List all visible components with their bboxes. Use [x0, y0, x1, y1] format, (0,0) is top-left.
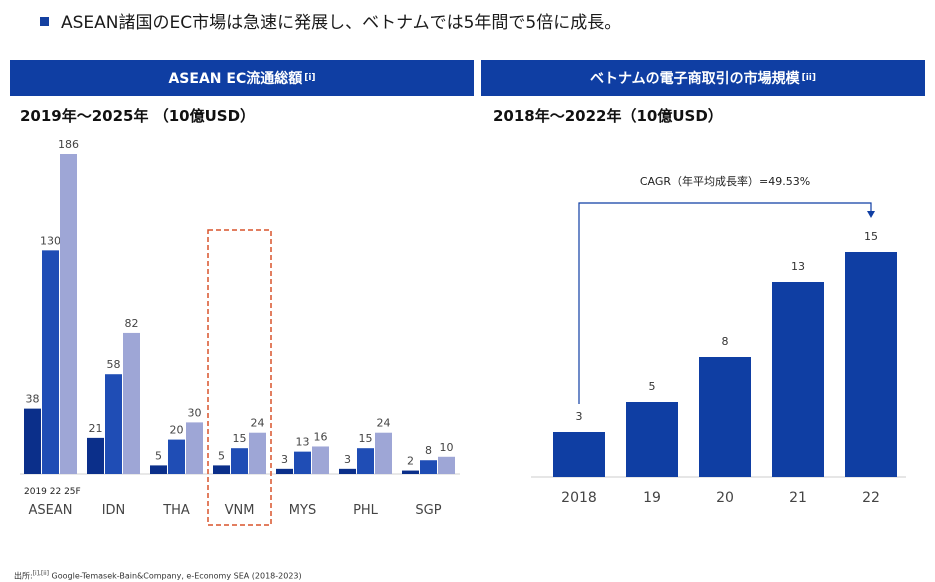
asean-ec-chart: 38130186ASEAN215882IDN52030THA51524VNM31… — [20, 138, 460, 526]
value-label: 5 — [155, 449, 162, 462]
value-label: 82 — [125, 317, 139, 330]
value-label: 24 — [251, 417, 265, 430]
value-label: 5 — [218, 449, 225, 462]
bar-idn-2019 — [87, 437, 104, 474]
value-label: 30 — [188, 406, 202, 419]
right-panel-subtitle: 2018年～2022年（10億USD） — [493, 107, 723, 125]
arrow-down-icon — [867, 211, 875, 218]
bar-22 — [845, 252, 897, 477]
bar-asean-2019 — [24, 408, 41, 474]
value-label: 2 — [407, 455, 414, 468]
category-label-mys: MYS — [289, 503, 316, 518]
bar-asean-25f — [60, 154, 77, 474]
right-panel-title: ベトナムの電子商取引の市場規模 — [590, 71, 800, 87]
right-panel-ref: [ii] — [801, 73, 816, 83]
value-label: 5 — [649, 380, 656, 393]
bar-sgp-2019 — [402, 470, 419, 474]
footnote: 出所:[i],[ii] Google-Temasek-Bain&Company,… — [14, 570, 302, 582]
bar-sgp-25f — [438, 456, 455, 474]
highlight-box-vnm — [207, 229, 272, 526]
vietnam-ec-chart: 3 2018 5 19 8 20 13 21 15 22 CAGR（年平均成長率）=49.53% — [531, 174, 906, 506]
bar-tha-2019 — [150, 465, 167, 474]
bar-tha-22 — [168, 439, 185, 474]
value-label: 16 — [314, 430, 328, 443]
year-legend: 2019 22 25F — [24, 487, 81, 497]
headline-text: ASEAN諸国のEC市場は急速に発展し、ベトナムでは5年間で5倍に成長。 — [61, 13, 622, 33]
value-label: 13 — [296, 436, 310, 449]
category-label-asean: ASEAN — [29, 503, 73, 518]
footnote-text: Google-Temasek-Bain&Company, e-Economy S… — [51, 571, 302, 581]
value-label: 10 — [440, 441, 454, 454]
bar-mys-22 — [294, 451, 311, 474]
value-label: 38 — [26, 393, 40, 406]
category-label-idn: IDN — [102, 503, 126, 518]
value-label: 15 — [359, 432, 373, 445]
left-panel-ref: [i] — [304, 73, 316, 83]
category-label-sgp: SGP — [415, 503, 441, 518]
value-label: 15 — [233, 432, 247, 445]
bar-idn-25f — [123, 332, 140, 474]
left-panel-header: ASEAN EC流通総額 [i] — [10, 60, 474, 96]
bar-mys-2019 — [276, 468, 293, 474]
value-label: 13 — [791, 260, 805, 273]
bar-vnm-25f — [249, 432, 266, 474]
value-label: 3 — [576, 410, 583, 423]
value-label: 21 — [89, 422, 103, 435]
bar-sgp-22 — [420, 460, 437, 474]
bar-asean-22 — [42, 250, 59, 474]
bar-19 — [626, 402, 678, 477]
value-label: 15 — [864, 230, 878, 243]
cagr-annotation: CAGR（年平均成長率）=49.53% — [640, 174, 810, 188]
value-label: 8 — [425, 444, 432, 457]
bullet-square-icon — [40, 17, 49, 26]
value-label: 24 — [377, 417, 391, 430]
value-label: 186 — [58, 138, 79, 151]
footnote-refs: [i],[ii] — [32, 570, 49, 577]
value-label: 3 — [344, 453, 351, 466]
category-label-21: 21 — [789, 490, 807, 506]
right-panel-header: ベトナムの電子商取引の市場規模 [ii] — [481, 60, 925, 96]
category-label-22: 22 — [862, 490, 880, 506]
bar-vnm-22 — [231, 448, 248, 474]
bar-tha-25f — [186, 422, 203, 474]
left-panel-subtitle: 2019年～2025年 （10億USD） — [20, 107, 256, 125]
bar-2018 — [553, 432, 605, 477]
bar-21 — [772, 282, 824, 477]
category-label-phl: PHL — [353, 503, 379, 518]
bar-idn-22 — [105, 374, 122, 474]
category-label-tha: THA — [162, 503, 190, 518]
headline: ASEAN諸国のEC市場は急速に発展し、ベトナムでは5年間で5倍に成長。 — [40, 8, 621, 33]
value-label: 8 — [722, 335, 729, 348]
footnote-prefix: 出所: — [14, 571, 33, 581]
cagr-bracket — [578, 202, 872, 404]
bar-vnm-2019 — [213, 465, 230, 474]
value-label: 130 — [40, 234, 61, 247]
value-label: 3 — [281, 453, 288, 466]
bar-phl-25f — [375, 432, 392, 474]
value-label: 20 — [170, 424, 184, 437]
bar-20 — [699, 357, 751, 477]
value-label: 58 — [107, 358, 121, 371]
left-panel-title: ASEAN EC流通総額 — [168, 71, 303, 87]
bar-phl-2019 — [339, 468, 356, 474]
category-label-19: 19 — [643, 490, 661, 506]
category-label-2018: 2018 — [561, 490, 597, 506]
bar-phl-22 — [357, 448, 374, 474]
category-label-vnm: VNM — [225, 503, 255, 518]
category-label-20: 20 — [716, 490, 734, 506]
bar-mys-25f — [312, 446, 329, 474]
